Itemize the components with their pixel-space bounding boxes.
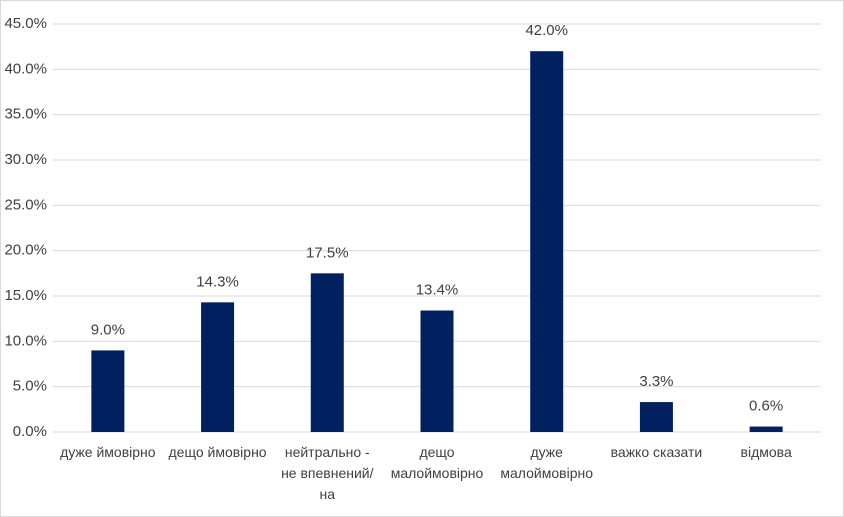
bar [639, 402, 673, 432]
x-tick-label: дуже малоймовірно [500, 444, 593, 481]
x-tick-label: відмова [740, 444, 792, 460]
data-label: 17.5% [306, 244, 349, 261]
data-label: 0.6% [749, 398, 783, 415]
y-tick-label: 45.0% [4, 15, 47, 32]
data-label: 14.3% [196, 273, 239, 290]
y-tick-label: 30.0% [4, 151, 47, 168]
y-tick-label: 15.0% [4, 287, 47, 304]
x-tick-label: важко сказати [610, 444, 703, 460]
y-tick-label: 0.0% [13, 423, 47, 440]
x-tick-label: нейтрально - не впевнений/на [281, 444, 374, 502]
data-label: 3.3% [639, 373, 673, 390]
y-tick-label: 5.0% [13, 378, 47, 395]
y-tick-label: 40.0% [4, 60, 47, 77]
x-tick-label: дещо ймовірно [168, 444, 267, 460]
data-label: 13.4% [416, 281, 459, 298]
bar [530, 51, 564, 432]
bar [201, 302, 235, 432]
x-tick-label: дещо малоймовірно [390, 444, 484, 481]
data-label: 42.0% [525, 22, 568, 39]
y-tick-label: 20.0% [4, 242, 47, 259]
bar [749, 426, 783, 432]
y-tick-label: 10.0% [4, 332, 47, 349]
data-label: 9.0% [91, 321, 125, 338]
y-tick-label: 35.0% [4, 106, 47, 123]
bar [420, 310, 454, 432]
y-tick-label: 25.0% [4, 196, 47, 213]
bar [91, 350, 125, 432]
x-tick-label: дуже ймовірно [60, 444, 156, 460]
bar [310, 273, 344, 432]
